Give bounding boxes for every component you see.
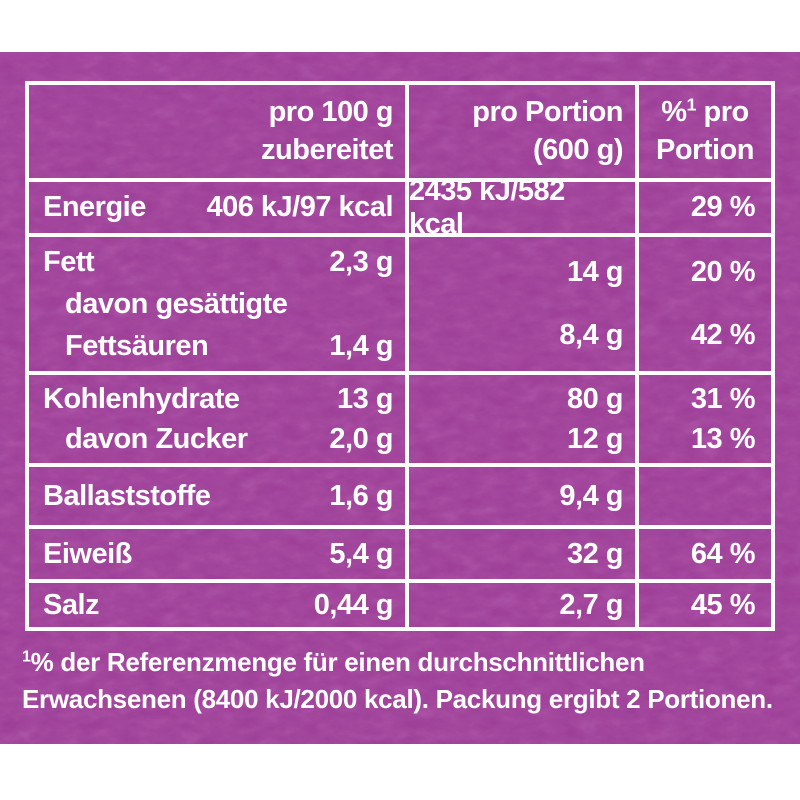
header-per-portion-line1: pro Portion — [472, 96, 623, 129]
row-energie-per100: 406 kJ/97 kcal — [206, 191, 393, 223]
row-ballaststoffe-portion-cell: 9,4 g — [405, 463, 635, 525]
row-energie-portion-cell: 2435 kJ/582 kcal — [405, 174, 635, 240]
row-fett-portion: 14 g — [566, 256, 624, 288]
footnote: 1% der Referenzmenge für einen durchschn… — [22, 644, 782, 718]
row-fett-sub-per100-2: 1,4 g — [329, 329, 393, 362]
row-kohlenhydrate-percent: 31 % — [690, 382, 756, 415]
row-ballaststoffe-percent — [639, 467, 771, 525]
header-percent-line1: %1 pro — [661, 94, 749, 131]
header-percent-portion: %1 pro Portion — [635, 85, 771, 178]
row-zucker-percent: 13 % — [690, 422, 756, 455]
package-panel: pro 100 g zubereitet pro Portion (600 g)… — [0, 52, 800, 744]
row-fett-portion-cell: 14 g 8,4 g — [405, 233, 635, 371]
row-kohlenhydrate-label-cell: Kohlenhydrate 13 g davon Zucker 2,0 g — [29, 371, 405, 463]
row-eiweiss-percent: 64 % — [690, 537, 756, 570]
percent-sign: % — [661, 96, 687, 129]
row-ballaststoffe-portion: 9,4 g — [559, 479, 623, 512]
row-fett-label-cell: Fett 2,3 g davon gesättigte Fettsäuren 1… — [29, 233, 405, 371]
row-fett-label: Fett — [43, 245, 95, 278]
row-kohlenhydrate-percent-cell: 31 % 13 % — [635, 371, 771, 463]
header-per-100g-line2: zubereitet — [261, 133, 393, 166]
row-energie-label: Energie — [43, 191, 146, 223]
row-eiweiss-portion: 32 g — [566, 537, 624, 570]
row-eiweiss-label: Eiweiß — [43, 537, 132, 570]
header-pro-text: pro — [696, 96, 750, 129]
row-zucker-portion: 12 g — [566, 422, 624, 455]
footnote-line1-text: % der Referenzmenge für einen durchschni… — [30, 647, 645, 677]
row-energie-label-cell: Energie 406 kJ/97 kcal — [29, 178, 405, 233]
header-percent-line2: Portion — [656, 133, 755, 166]
row-fett-sub-percent: 42 % — [690, 319, 756, 351]
row-eiweiss-per100: 5,4 g — [329, 537, 393, 570]
row-energie-percent: 29 % — [690, 191, 756, 223]
row-fett-sub-label-1: davon gesättigte — [65, 287, 288, 320]
footnote-line1: 1% der Referenzmenge für einen durchschn… — [22, 644, 782, 681]
row-salz-label-cell: Salz 0,44 g — [29, 579, 405, 627]
footnote-marker: 1 — [686, 94, 697, 115]
footnote-ref-marker: 1 — [22, 647, 31, 666]
row-salz-label: Salz — [43, 588, 100, 621]
row-ballaststoffe-percent-cell — [635, 463, 771, 525]
nutrition-table: pro 100 g zubereitet pro Portion (600 g)… — [25, 81, 775, 631]
row-salz-portion-cell: 2,7 g — [405, 579, 635, 627]
row-salz-percent-cell: 45 % — [635, 579, 771, 627]
row-ballaststoffe-label: Ballaststoffe — [43, 479, 211, 512]
header-per-100g: pro 100 g zubereitet — [29, 85, 405, 178]
row-kohlenhydrate-per100: 13 g — [336, 382, 394, 415]
row-fett-percent-cell: 20 % 42 % — [635, 233, 771, 371]
row-eiweiss-percent-cell: 64 % — [635, 525, 771, 579]
row-fett-sub-portion: 8,4 g — [559, 319, 623, 351]
row-fett-per100: 2,3 g — [329, 245, 393, 278]
row-fett-sub-label-2: Fettsäuren — [65, 329, 209, 362]
row-zucker-per100: 2,0 g — [329, 422, 393, 455]
row-salz-portion: 2,7 g — [559, 588, 623, 621]
row-ballaststoffe-per100: 1,6 g — [329, 479, 393, 512]
row-fett-percent: 20 % — [690, 256, 756, 288]
row-salz-per100: 0,44 g — [313, 588, 394, 621]
row-kohlenhydrate-portion: 80 g — [566, 382, 624, 415]
header-per-portion-line2: (600 g) — [533, 133, 623, 166]
row-eiweiss-portion-cell: 32 g — [405, 525, 635, 579]
header-per-100g-line1: pro 100 g — [268, 96, 394, 129]
footnote-line2: Erwachsenen (8400 kJ/2000 kcal). Packung… — [22, 684, 773, 714]
row-ballaststoffe-label-cell: Ballaststoffe 1,6 g — [29, 463, 405, 525]
row-energie-percent-cell: 29 % — [635, 178, 771, 233]
row-kohlenhydrate-portion-cell: 80 g 12 g — [405, 371, 635, 463]
row-eiweiss-label-cell: Eiweiß 5,4 g — [29, 525, 405, 579]
row-energie-portion: 2435 kJ/582 kcal — [409, 174, 565, 240]
header-per-portion: pro Portion (600 g) — [405, 85, 635, 178]
row-zucker-label: davon Zucker — [65, 422, 248, 455]
row-kohlenhydrate-label: Kohlenhydrate — [43, 382, 240, 415]
row-salz-percent: 45 % — [690, 588, 756, 621]
